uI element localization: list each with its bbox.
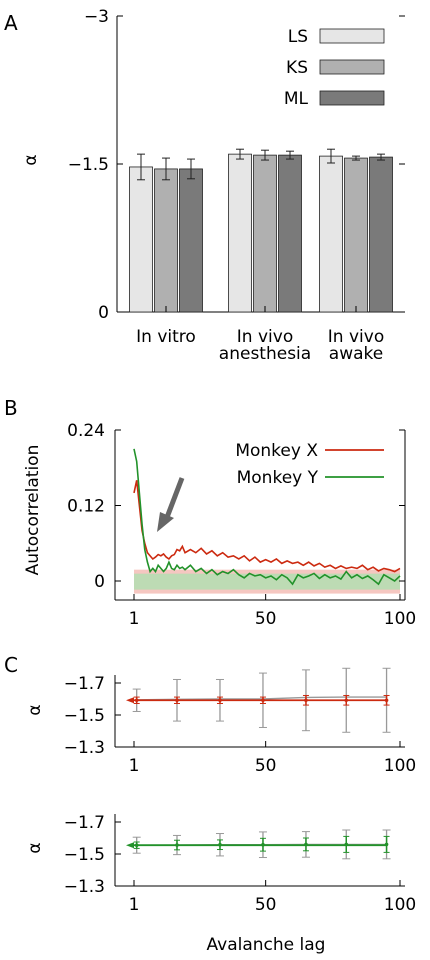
panel-a-legend-swatch bbox=[319, 28, 385, 44]
panel-c-bottom-xtick-label: 100 bbox=[384, 895, 416, 915]
panel-b-ytick-label: 0.12 bbox=[67, 497, 105, 517]
panel-c-top-ytick-label: −1.5 bbox=[64, 706, 105, 726]
panel-a-ylabel: α bbox=[21, 154, 41, 165]
panel-c-bottom-point bbox=[384, 842, 389, 847]
panel-a-ytick-label: −3 bbox=[84, 7, 109, 27]
panel-c-bottom-ytick-label: −1.5 bbox=[64, 845, 105, 865]
panel-a-category-label: In vivo bbox=[328, 327, 384, 347]
series-line-monkey-y bbox=[133, 448, 401, 586]
panel-c-bottom-point bbox=[304, 842, 308, 847]
bar-ks bbox=[253, 154, 277, 313]
panel-a-legend-swatch bbox=[319, 59, 385, 75]
bar-ml bbox=[278, 154, 302, 313]
panel-c-top-point bbox=[175, 698, 179, 703]
bar-ml bbox=[369, 156, 393, 313]
panel-c-top-ytick-label: −1.7 bbox=[64, 674, 105, 694]
panel-b-ylabel: Autocorrelation bbox=[23, 445, 43, 576]
arrow-shaft bbox=[163, 477, 185, 521]
bar-ks bbox=[344, 157, 368, 313]
panel-a-legend-swatch bbox=[319, 90, 385, 106]
panel-c-top-ylabel: α bbox=[25, 704, 45, 715]
panel-c-top-point bbox=[304, 698, 308, 703]
panel-b-xtick-label: 50 bbox=[255, 609, 277, 629]
bar-ml bbox=[179, 168, 203, 313]
panel-c-top-ytick-label: −1.3 bbox=[64, 738, 105, 758]
panel-c-xlabel: Avalanche lag bbox=[207, 935, 326, 955]
panel-c-top-point bbox=[384, 698, 389, 703]
panel-c-top-arrow-marker bbox=[126, 697, 134, 704]
panel-b-xtick-label: 100 bbox=[384, 609, 416, 629]
panel-a-category-label: awake bbox=[329, 344, 383, 364]
panel-c-bottom-point bbox=[344, 842, 349, 847]
panel-a-category-label: anesthesia bbox=[219, 344, 311, 364]
bar-ks bbox=[154, 168, 178, 313]
panel-c-bottom-ylabel: α bbox=[25, 842, 45, 853]
panel-a-ytick-label: 0 bbox=[98, 303, 109, 323]
panel-a-ytick-label: −1.5 bbox=[68, 155, 109, 175]
panel-c-top-point bbox=[218, 698, 222, 703]
panel-c-bottom-xtick-label: 1 bbox=[129, 895, 140, 915]
panel-c-bottom-point bbox=[218, 842, 222, 847]
bar-ls bbox=[319, 155, 343, 313]
panel-c-bottom-arrow-marker bbox=[126, 842, 134, 849]
panel-a-legend-label: LS bbox=[288, 27, 308, 47]
panel-c-bottom-ytick-label: −1.7 bbox=[64, 813, 105, 833]
panel-b-xtick-label: 1 bbox=[129, 609, 140, 629]
panel-c-bottom-point bbox=[175, 843, 179, 847]
panel-c-bottom-xtick-label: 50 bbox=[255, 895, 277, 915]
panel-letter-c: C bbox=[4, 653, 18, 677]
panel-b-legend-label: Monkey Y bbox=[237, 468, 319, 488]
panel-c-top-xtick-label: 1 bbox=[129, 756, 140, 776]
panel-b-legend-label: Monkey X bbox=[235, 441, 318, 461]
panel-b-ytick-label: 0 bbox=[94, 572, 105, 592]
series-line-monkey-x bbox=[133, 480, 401, 573]
panel-a-category-label: In vivo bbox=[237, 327, 293, 347]
panel-a-legend-label: ML bbox=[284, 89, 309, 109]
panel-c-top-xtick-label: 50 bbox=[255, 756, 277, 776]
panel-a-category-label: In vitro bbox=[136, 327, 196, 347]
panel-letter-b: B bbox=[4, 396, 18, 420]
panel-c-top-point bbox=[261, 698, 265, 703]
panel-a-legend-label: KS bbox=[286, 58, 308, 78]
panel-c-bottom-point bbox=[134, 843, 139, 847]
panel-c-top-point bbox=[344, 698, 349, 703]
panel-c-top-point bbox=[134, 698, 139, 703]
panel-c-bottom-point bbox=[261, 842, 265, 847]
panel-c-bottom-ytick-label: −1.3 bbox=[64, 877, 105, 897]
arrow-head bbox=[157, 512, 174, 532]
surrogate-band-green bbox=[134, 573, 400, 590]
panel-letter-a: A bbox=[4, 11, 18, 35]
panel-c-top-xtick-label: 100 bbox=[384, 756, 416, 776]
bar-ls bbox=[228, 153, 252, 313]
bar-ls bbox=[129, 166, 153, 313]
panel-b-ytick-label: 0.24 bbox=[67, 421, 105, 441]
